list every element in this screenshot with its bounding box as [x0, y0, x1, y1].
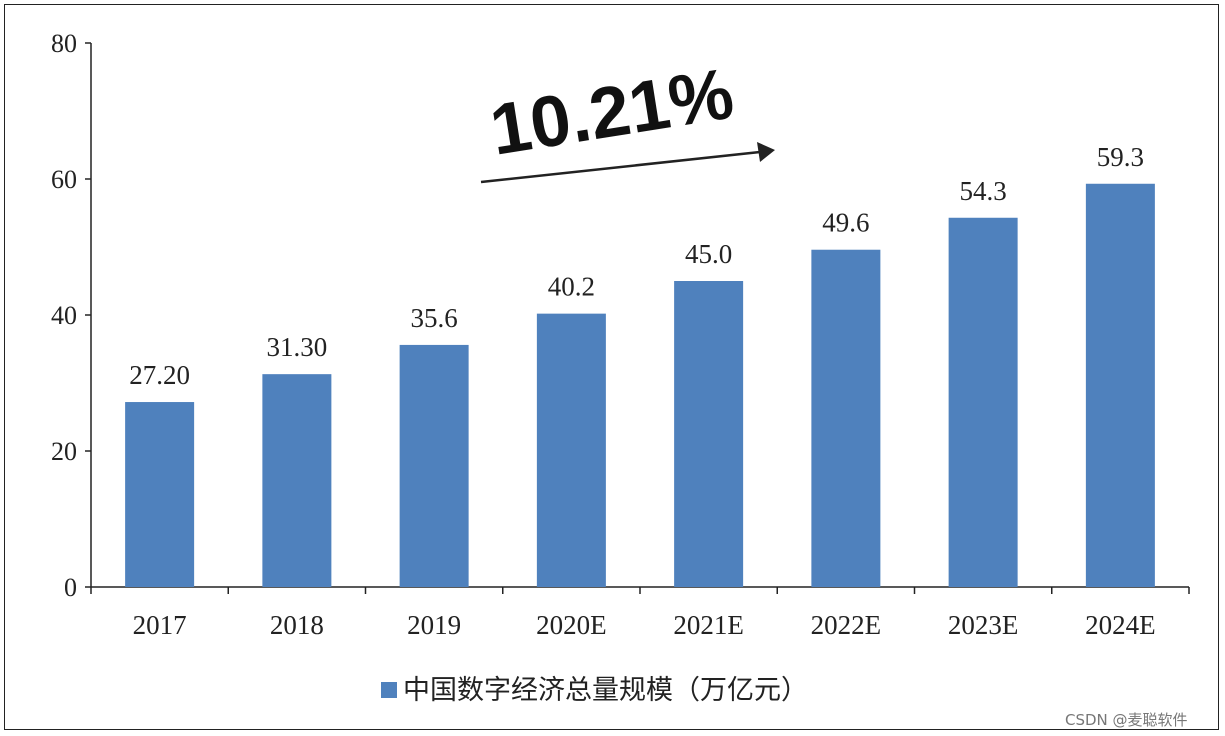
legend-swatch	[381, 682, 397, 698]
bar	[262, 374, 332, 587]
growth-arrow-shaft	[480, 150, 761, 184]
bar-value-label: 40.2	[548, 272, 595, 302]
bar-value-label: 35.6	[411, 303, 458, 333]
x-category-label: 2021E	[673, 610, 744, 640]
data-labels: 27.20 31.30 35.6 40.2 45.0 49.6 54.3 59.3	[129, 142, 1144, 390]
bar	[674, 281, 744, 587]
bar	[399, 344, 469, 587]
watermark: CSDN @麦聪软件	[1065, 711, 1188, 729]
axes: 0 20 40 60 80 2017 2018 2019 2020E 2021E 2022E 2023…	[51, 29, 1190, 640]
bar	[536, 313, 606, 587]
bar	[948, 217, 1018, 587]
bar	[1085, 183, 1155, 587]
x-category-label: 2022E	[811, 610, 882, 640]
bar-value-label: 27.20	[129, 360, 190, 390]
x-category-label: 2024E	[1085, 610, 1156, 640]
legend-label: 中国数字经济总量规模（万亿元）	[403, 675, 808, 706]
y-tick-label: 20	[51, 437, 77, 466]
x-category-label: 2020E	[536, 610, 607, 640]
x-category-label: 2017	[133, 610, 187, 640]
chart-frame: 0 20 40 60 80 2017 2018 2019 2020E 2021E 2022E 2023…	[4, 4, 1219, 730]
x-category-label: 2018	[270, 610, 324, 640]
growth-arrow-head	[757, 142, 775, 162]
x-category-label: 2019	[407, 610, 461, 640]
bars	[125, 183, 1155, 587]
bar-value-label: 59.3	[1097, 142, 1144, 172]
y-tick-label: 0	[64, 573, 77, 602]
growth-annotation: 10.21%	[480, 54, 775, 184]
bar-value-label: 54.3	[960, 176, 1007, 206]
bar-value-label: 31.30	[267, 332, 328, 362]
growth-rate-label: 10.21%	[485, 54, 739, 171]
x-category-label: 2023E	[948, 610, 1019, 640]
y-tick-label: 80	[51, 29, 77, 58]
bar	[811, 249, 881, 587]
legend: 中国数字经济总量规模（万亿元）	[381, 675, 808, 706]
bar-chart: 0 20 40 60 80 2017 2018 2019 2020E 2021E 2022E 2023…	[51, 29, 1190, 729]
bar-value-label: 49.6	[822, 208, 869, 238]
y-tick-label: 60	[51, 165, 77, 194]
bar	[125, 402, 195, 587]
y-tick-label: 40	[51, 301, 77, 330]
bar-value-label: 45.0	[685, 239, 732, 269]
